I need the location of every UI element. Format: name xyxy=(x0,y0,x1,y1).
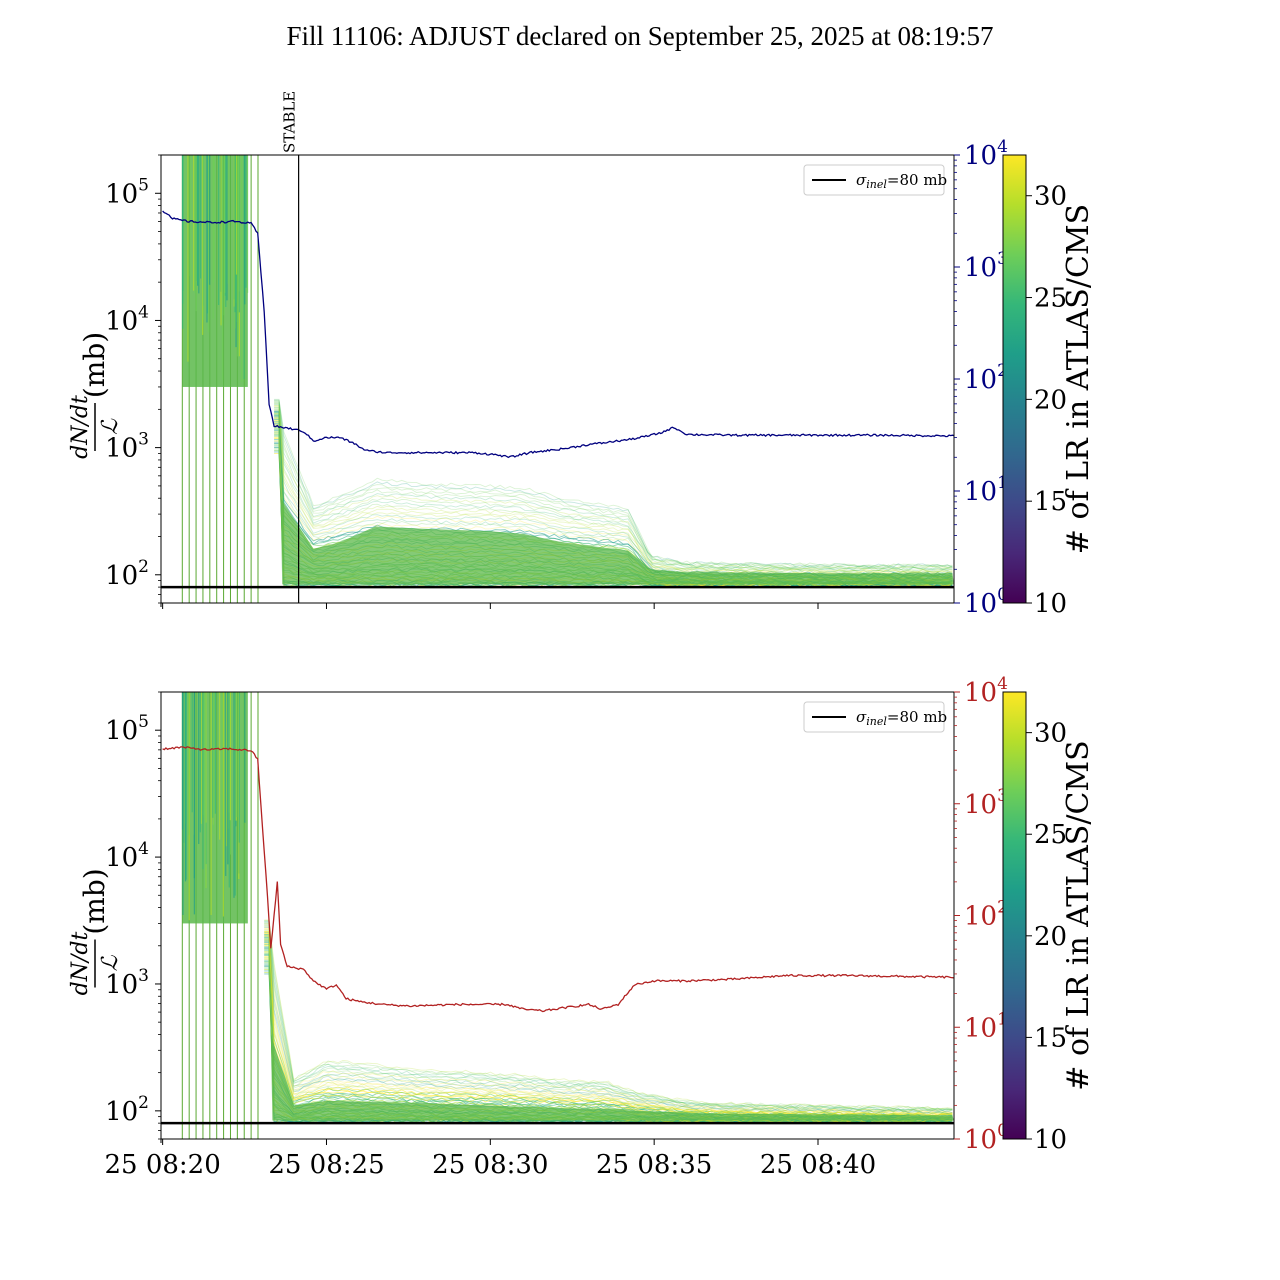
lr-trace xyxy=(264,920,953,1111)
lr-trace xyxy=(264,930,953,1115)
x-tick-label: 25 08:30 xyxy=(432,1150,548,1180)
y-label-unit: (mb) xyxy=(78,868,111,934)
colorbar-tick-label: 10 xyxy=(1034,589,1067,619)
lr-trace xyxy=(274,407,953,574)
colorbar-tick-label: 25 xyxy=(1034,820,1067,850)
lr-trace xyxy=(274,401,953,570)
colorbar xyxy=(1002,154,1027,604)
y-tick-label: 102 xyxy=(105,1093,149,1127)
axes-frame xyxy=(160,154,955,604)
lr-trace xyxy=(274,403,953,572)
lr-trace xyxy=(264,921,953,1111)
lr-trace xyxy=(264,919,953,1110)
right-tick-label: 100 xyxy=(964,585,1008,619)
lr-trace xyxy=(264,925,953,1114)
y-tick-label: 103 xyxy=(105,966,149,1000)
legend-label: σinel=80 mb xyxy=(856,708,947,728)
lr-trace xyxy=(264,950,953,1122)
colorbar-tick-label: 30 xyxy=(1034,719,1067,749)
colorbar xyxy=(1002,691,1027,1140)
colorbar-tick-label: 20 xyxy=(1034,922,1067,952)
lr-trace xyxy=(264,928,953,1115)
lr-trace xyxy=(264,929,953,1116)
lr-trace xyxy=(274,402,953,571)
lr-trace xyxy=(274,399,953,568)
lr-trace xyxy=(274,405,953,573)
lr-trace xyxy=(264,931,953,1116)
top-panel: STABLE 102 103 104 105 100 101 102 103 104 dN/dt ℒ (… xyxy=(68,91,1096,619)
lr-trace xyxy=(264,921,953,1112)
right-tick-label: 103 xyxy=(964,786,1008,820)
lr-trace xyxy=(274,404,953,572)
y-tick-label: 104 xyxy=(105,839,149,873)
right-tick-label: 104 xyxy=(964,674,1008,708)
lr-trace xyxy=(264,923,953,1113)
stable-label: STABLE xyxy=(281,91,299,153)
lr-trace xyxy=(264,927,953,1115)
y-tick-label: 103 xyxy=(105,430,149,464)
lr-trace xyxy=(274,405,953,573)
x-tick-label: 25 08:35 xyxy=(596,1150,712,1180)
lr-trace xyxy=(274,401,953,570)
right-axis-series xyxy=(162,746,954,1013)
lr-trace xyxy=(274,398,953,567)
right-tick-label: 102 xyxy=(964,898,1008,932)
y-tick-label: 102 xyxy=(105,557,149,591)
x-tick-label: 25 08:25 xyxy=(268,1150,384,1180)
right-tick-label: 101 xyxy=(964,473,1008,507)
lr-trace xyxy=(264,923,953,1112)
y-axis-label: dN/dt ℒ (mb) xyxy=(68,868,123,995)
plot-area xyxy=(161,155,954,603)
colorbar-tick-label: 30 xyxy=(1034,182,1067,212)
lr-trace xyxy=(274,406,953,574)
colorbar-label: # of LR in ATLAS/CMS xyxy=(1061,740,1096,1090)
x-tick-label: 25 08:40 xyxy=(760,1150,876,1180)
y-tick-label: 104 xyxy=(105,302,149,336)
y-label-denominator: ℒ xyxy=(98,954,123,971)
right-axis-series xyxy=(162,210,954,459)
y-tick-label: 105 xyxy=(105,175,149,209)
lr-trace xyxy=(264,928,953,1115)
lr-trace xyxy=(264,924,953,1113)
legend-box xyxy=(803,164,945,196)
right-tick-label: 100 xyxy=(964,1121,1008,1155)
y-label-denominator: ℒ xyxy=(98,418,123,435)
colorbar-label: # of LR in ATLAS/CMS xyxy=(1061,204,1096,554)
colorbar-tick-label: 20 xyxy=(1034,385,1067,415)
lr-trace xyxy=(264,935,953,1118)
colorbar-tick-label: 25 xyxy=(1034,284,1067,314)
lr-trace xyxy=(264,924,953,1114)
x-tick-label: 25 08:20 xyxy=(104,1150,220,1180)
right-tick-label: 104 xyxy=(964,137,1008,171)
lr-trace xyxy=(274,400,953,569)
plot-area xyxy=(161,692,954,1139)
right-tick-label: 101 xyxy=(964,1009,1008,1043)
colorbar-tick-label: 15 xyxy=(1034,487,1067,517)
y-label-unit: (mb) xyxy=(78,332,111,398)
lr-trace xyxy=(274,400,953,568)
colorbar-tick-label: 15 xyxy=(1034,1023,1067,1053)
lr-trace xyxy=(274,407,953,575)
legend-label: σinel=80 mb xyxy=(856,171,947,191)
y-tick-label: 105 xyxy=(105,712,149,746)
figure-title: Fill 11106: ADJUST declared on September… xyxy=(287,21,994,51)
lr-trace xyxy=(264,920,953,1111)
legend-box xyxy=(803,701,945,733)
y-axis-label: dN/dt ℒ (mb) xyxy=(68,332,123,459)
right-tick-label: 103 xyxy=(964,249,1008,283)
lr-trace xyxy=(264,922,953,1111)
lr-core-band xyxy=(270,1034,954,1121)
colorbar-tick-label: 10 xyxy=(1034,1125,1067,1155)
lr-trace xyxy=(274,403,953,571)
lr-trace xyxy=(264,926,953,1114)
lr-trace xyxy=(264,926,953,1114)
y-label-numerator: dN/dt xyxy=(68,932,93,996)
lr-core-band xyxy=(280,498,954,585)
right-tick-label: 102 xyxy=(964,361,1008,395)
y-label-numerator: dN/dt xyxy=(68,395,93,459)
bottom-panel: 102 103 104 105 100 101 102 103 104 25 08:20 25 08… xyxy=(68,674,1096,1180)
